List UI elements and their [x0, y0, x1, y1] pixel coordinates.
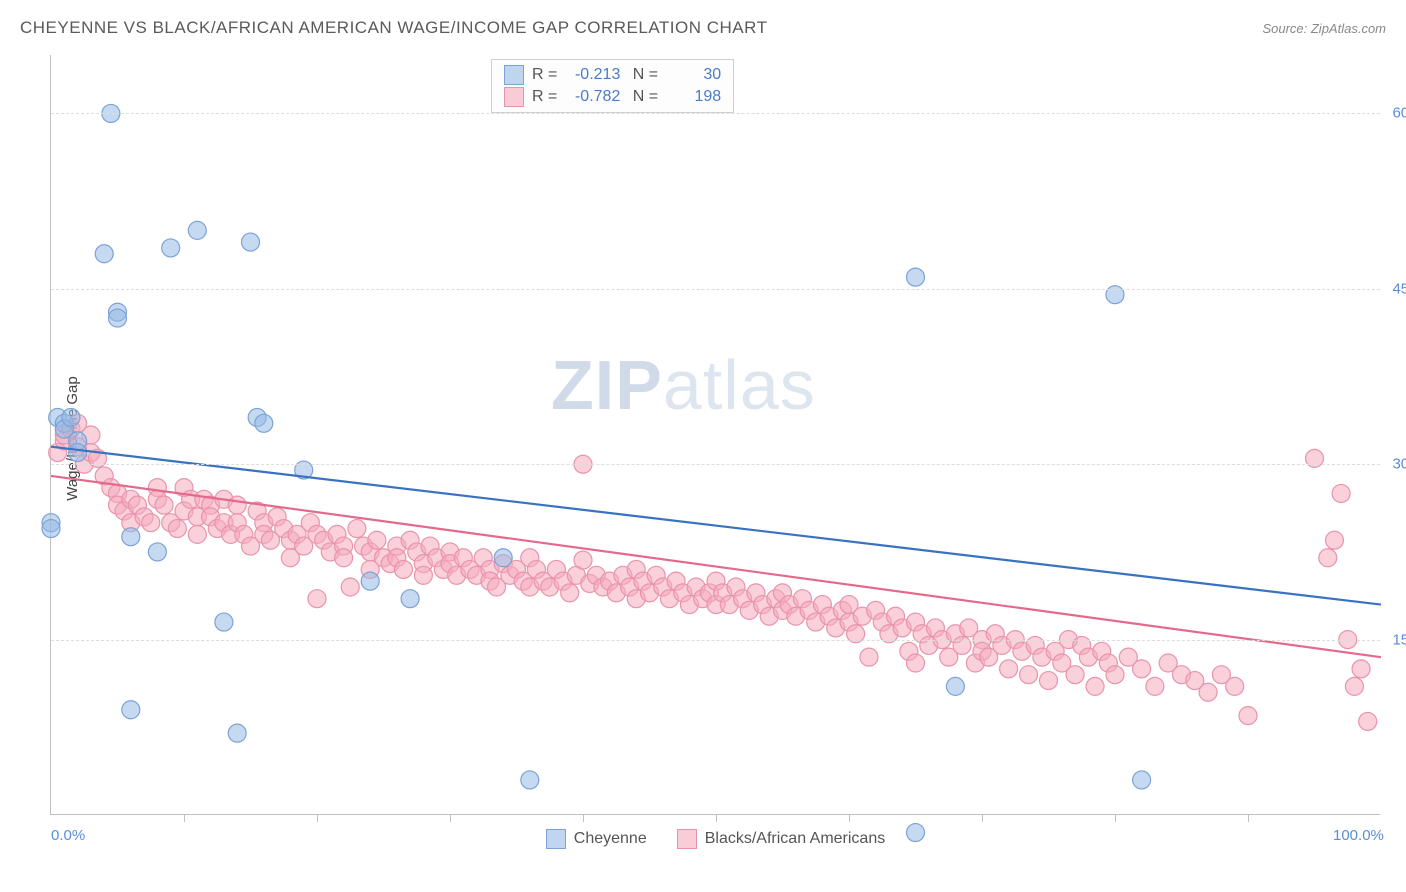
legend-label-black: Blacks/African Americans — [705, 830, 886, 848]
data-point-black — [1325, 531, 1343, 549]
data-point-cheyenne — [907, 268, 925, 286]
data-point-black — [1106, 666, 1124, 684]
y-tick-label: 30.0% — [1392, 456, 1406, 473]
x-tick — [716, 814, 717, 822]
data-point-cheyenne — [122, 701, 140, 719]
chart-header: CHEYENNE VS BLACK/AFRICAN AMERICAN WAGE/… — [20, 18, 1386, 38]
data-point-cheyenne — [109, 309, 127, 327]
stats-swatch-black — [504, 87, 524, 107]
r-value-cheyenne: -0.213 — [565, 66, 620, 84]
data-point-black — [1040, 672, 1058, 690]
data-point-cheyenne — [361, 572, 379, 590]
data-point-black — [168, 520, 186, 538]
data-point-cheyenne — [95, 245, 113, 263]
data-point-black — [907, 654, 925, 672]
data-point-black — [574, 551, 592, 569]
data-point-black — [1345, 677, 1363, 695]
data-point-cheyenne — [62, 408, 80, 426]
data-point-cheyenne — [946, 677, 964, 695]
data-point-black — [1020, 666, 1038, 684]
data-point-black — [1332, 484, 1350, 502]
data-point-black — [1239, 707, 1257, 725]
data-point-black — [860, 648, 878, 666]
data-point-black — [155, 496, 173, 514]
data-point-cheyenne — [494, 549, 512, 567]
stats-legend: R = -0.213 N = 30 R = -0.782 N = 198 — [491, 59, 734, 113]
x-tick — [1115, 814, 1116, 822]
stats-swatch-cheyenne — [504, 65, 524, 85]
data-point-cheyenne — [242, 233, 260, 251]
data-point-black — [1226, 677, 1244, 695]
legend-item-black: Blacks/African Americans — [677, 829, 886, 849]
data-point-black — [1359, 712, 1377, 730]
data-point-cheyenne — [148, 543, 166, 561]
x-tick — [849, 814, 850, 822]
data-point-cheyenne — [215, 613, 233, 631]
data-point-black — [341, 578, 359, 596]
data-point-black — [142, 514, 160, 532]
source-attribution: Source: ZipAtlas.com — [1262, 21, 1386, 36]
data-point-cheyenne — [42, 520, 60, 538]
x-tick — [982, 814, 983, 822]
x-tick — [583, 814, 584, 822]
legend-swatch-cheyenne — [546, 829, 566, 849]
stats-row-black: R = -0.782 N = 198 — [504, 86, 721, 108]
x-tick — [1248, 814, 1249, 822]
x-tick — [317, 814, 318, 822]
data-point-black — [414, 566, 432, 584]
legend-swatch-black — [677, 829, 697, 849]
legend-label-cheyenne: Cheyenne — [574, 830, 647, 848]
data-point-cheyenne — [1133, 771, 1151, 789]
data-point-black — [308, 590, 326, 608]
x-tick-label: 100.0% — [1333, 827, 1384, 844]
data-point-black — [188, 525, 206, 543]
gridline-h — [51, 113, 1380, 114]
gridline-h — [51, 640, 1380, 641]
gridline-h — [51, 289, 1380, 290]
y-tick-label: 45.0% — [1392, 280, 1406, 297]
data-point-cheyenne — [122, 528, 140, 546]
data-point-cheyenne — [521, 771, 539, 789]
y-tick-label: 15.0% — [1392, 631, 1406, 648]
data-point-cheyenne — [162, 239, 180, 257]
x-tick — [450, 814, 451, 822]
x-tick-label: 0.0% — [51, 827, 85, 844]
data-point-black — [1319, 549, 1337, 567]
n-value-black: 198 — [666, 88, 721, 106]
data-point-black — [1066, 666, 1084, 684]
data-point-black — [1352, 660, 1370, 678]
series-legend: Cheyenne Blacks/African Americans — [51, 829, 1380, 849]
data-point-black — [368, 531, 386, 549]
data-point-black — [1199, 683, 1217, 701]
data-point-black — [335, 549, 353, 567]
legend-item-cheyenne: Cheyenne — [546, 829, 647, 849]
x-tick — [184, 814, 185, 822]
data-point-black — [1000, 660, 1018, 678]
data-point-cheyenne — [401, 590, 419, 608]
data-point-black — [1133, 660, 1151, 678]
stats-row-cheyenne: R = -0.213 N = 30 — [504, 64, 721, 86]
trendline-black — [51, 476, 1381, 657]
y-tick-label: 60.0% — [1392, 105, 1406, 122]
gridline-h — [51, 464, 1380, 465]
data-point-cheyenne — [255, 414, 273, 432]
n-value-cheyenne: 30 — [666, 66, 721, 84]
r-value-black: -0.782 — [565, 88, 620, 106]
data-point-black — [1146, 677, 1164, 695]
plot-area: ZIPatlas R = -0.213 N = 30 R = -0.782 N … — [50, 55, 1380, 815]
scatter-svg — [51, 55, 1380, 814]
data-point-cheyenne — [188, 221, 206, 239]
data-point-black — [1086, 677, 1104, 695]
data-point-black — [561, 584, 579, 602]
data-point-black — [348, 520, 366, 538]
data-point-black — [394, 560, 412, 578]
data-point-black — [228, 496, 246, 514]
data-point-cheyenne — [228, 724, 246, 742]
data-point-cheyenne — [69, 444, 87, 462]
chart-title: CHEYENNE VS BLACK/AFRICAN AMERICAN WAGE/… — [20, 18, 768, 38]
